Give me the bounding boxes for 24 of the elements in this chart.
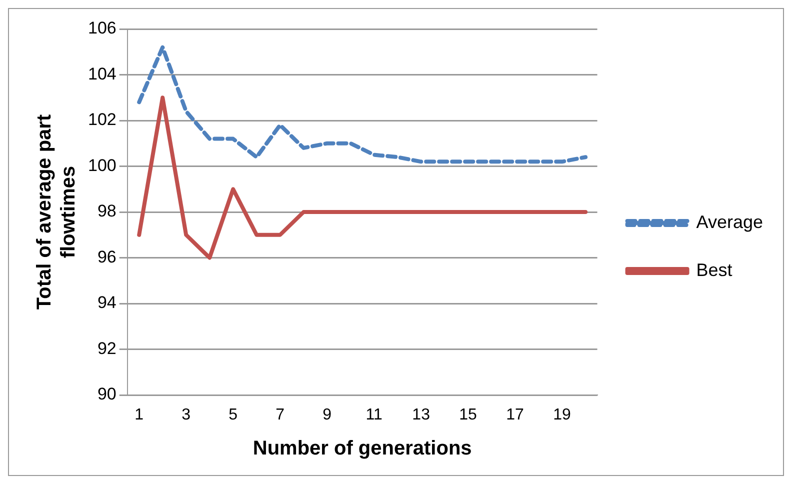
x-tick-label: 3	[182, 406, 191, 424]
y-tick-label: 100	[88, 156, 116, 175]
y-tick-label: 104	[88, 64, 116, 84]
x-tick-label: 17	[506, 406, 524, 424]
x-tick-label: 9	[322, 406, 332, 424]
y-tick-label: 102	[88, 110, 116, 130]
y-tick-label: 92	[97, 338, 116, 358]
x-tick-label: 11	[366, 406, 382, 424]
y-tick-label: 90	[97, 384, 116, 404]
x-axis-title: Number of generations	[252, 438, 472, 460]
x-tick-label: 15	[459, 406, 478, 424]
x-tick-label: 7	[276, 406, 285, 424]
y-tick-label: 96	[97, 247, 116, 266]
x-tick-label: 5	[228, 406, 238, 424]
x-tick-label: 13	[412, 406, 430, 424]
y-axis-title: Total of average part flowtimes	[34, 114, 80, 310]
x-tick-label: 1	[134, 406, 144, 424]
legend-label: Average	[696, 212, 763, 232]
line-series	[137, 45, 588, 164]
x-tick-label: 19	[553, 406, 572, 424]
y-tick-label: 106	[88, 18, 116, 38]
legend-label: Best	[696, 260, 732, 280]
y-tick-label: 98	[97, 202, 116, 221]
y-tick-label: 94	[97, 293, 116, 312]
